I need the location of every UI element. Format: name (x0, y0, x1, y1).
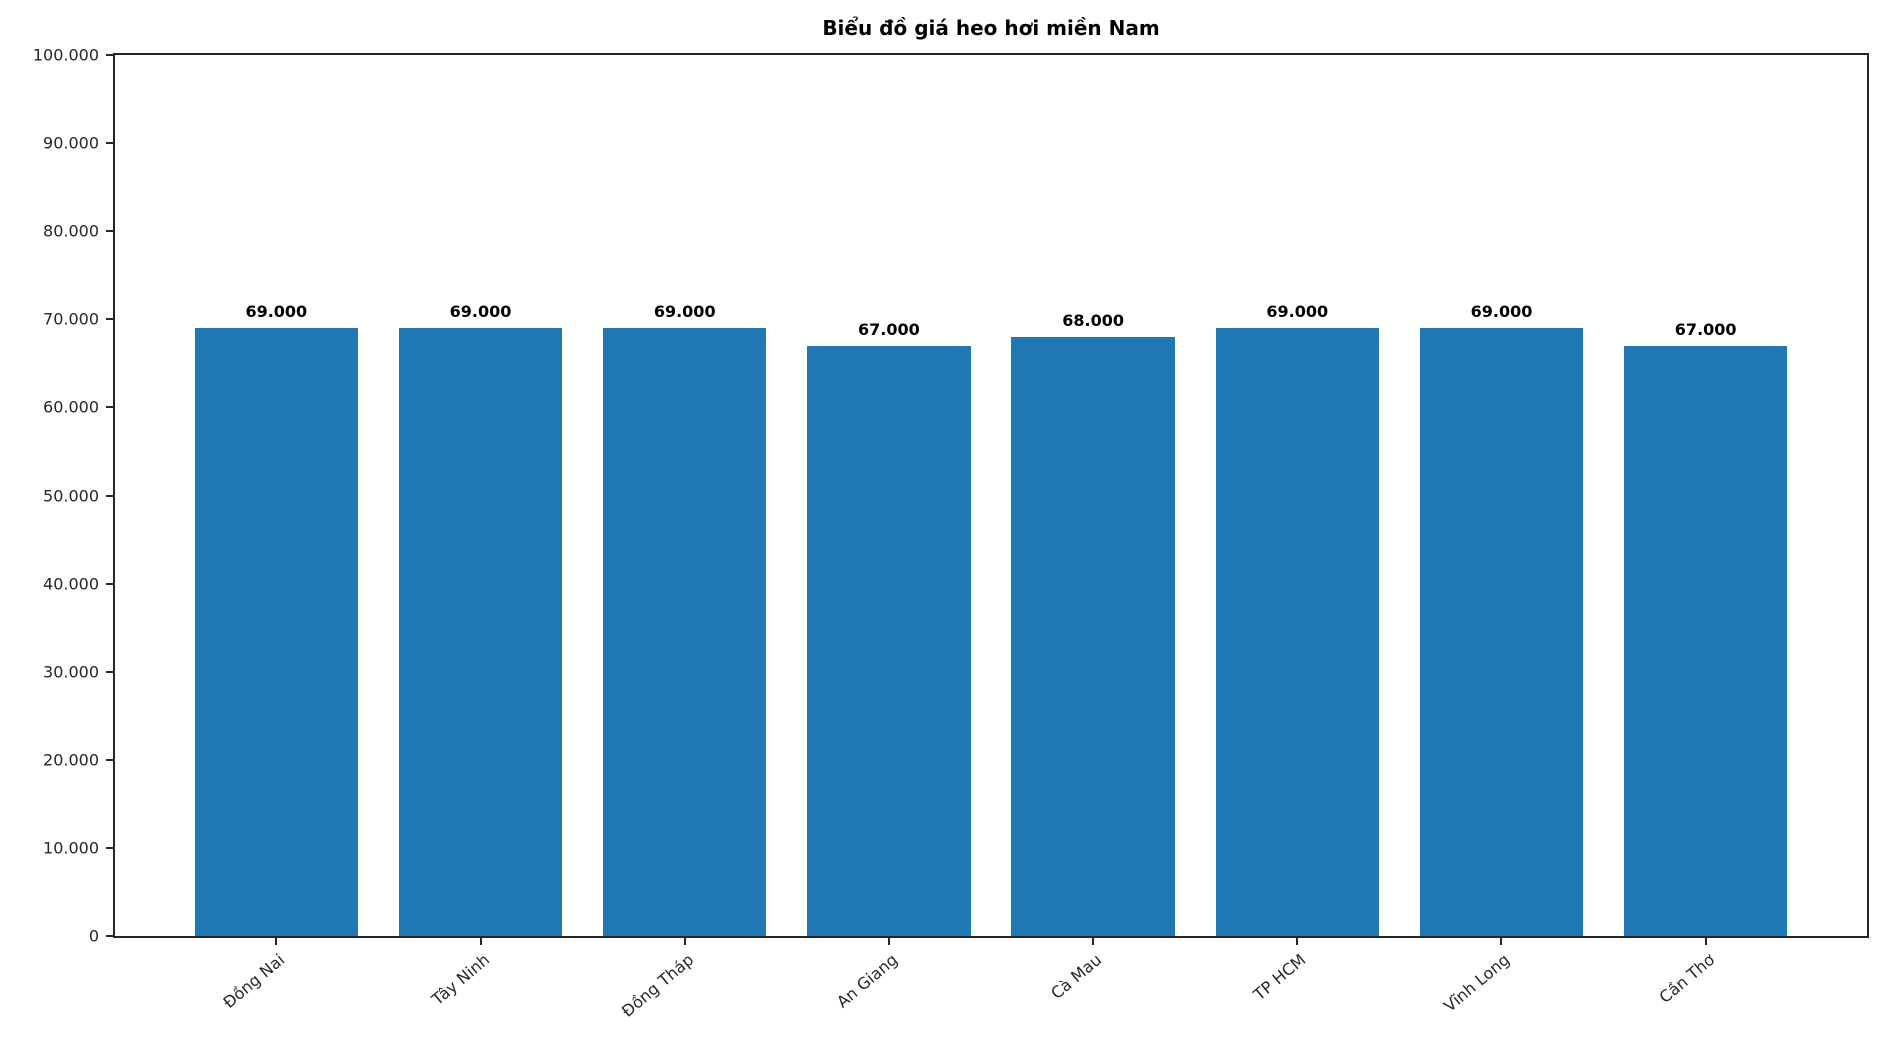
y-tick-mark (106, 846, 115, 849)
bar (1011, 336, 1175, 936)
y-tick-mark (106, 54, 115, 56)
bar (194, 328, 358, 936)
x-tick-label: Đồng Nai (219, 950, 289, 1012)
y-tick-label: 10.000 (43, 838, 99, 858)
bar (1215, 328, 1379, 936)
y-tick-mark (106, 582, 115, 585)
bar-value-label: 69.000 (1470, 302, 1533, 322)
x-tick-mark (887, 936, 890, 945)
x-tick-label: TP HCM (1250, 950, 1310, 1005)
bar-value-label: 69.000 (245, 302, 308, 322)
x-tick-mark (479, 936, 482, 945)
bar-value-label: 69.000 (1266, 302, 1329, 322)
chart-title: Biểu đồ giá heo hơi miền Nam (822, 16, 1160, 40)
y-tick-label: 20.000 (43, 750, 99, 770)
bar (1419, 328, 1584, 936)
x-tick-mark (1704, 936, 1707, 945)
y-tick-label: 60.000 (43, 397, 99, 417)
y-tick-mark (106, 230, 115, 233)
plot-area: 0 10.000 20.000 30.000 40.000 50.000 60.000 70.… (33, 46, 1869, 1021)
x-tick-label: Cần Thơ (1655, 950, 1718, 1007)
y-tick-mark (106, 142, 115, 145)
bar-value-label: 68.000 (1062, 310, 1124, 330)
x-tick-label: Vĩnh Long (1440, 950, 1514, 1016)
bar-value-label: 67.000 (858, 319, 920, 339)
x-tick-mark (275, 936, 278, 945)
x-tick-mark (1296, 936, 1299, 945)
y-tick-mark (106, 935, 115, 937)
y-tick-label: 70.000 (43, 309, 99, 329)
bar (1624, 345, 1788, 936)
y-tick-label: 30.000 (43, 662, 99, 682)
bar (807, 345, 971, 936)
y-tick-label: 100.000 (32, 45, 99, 65)
y-tick-label: 50.000 (43, 486, 99, 505)
x-tick-mark (1092, 936, 1095, 945)
x-tick-label: Cà Mau (1047, 950, 1106, 1004)
y-tick-label: 40.000 (43, 574, 99, 594)
x-tick-label: Đồng Tháp (617, 950, 697, 1021)
bar-value-label: 67.000 (1674, 319, 1737, 339)
y-tick-label: 0 (88, 926, 99, 946)
bar-value-label: 69.000 (449, 302, 512, 322)
y-tick-label: 90.000 (43, 133, 99, 153)
y-tick-mark (106, 318, 115, 321)
bar (603, 328, 767, 936)
y-tick-label: 80.000 (43, 221, 99, 241)
bar (398, 328, 563, 936)
x-tick-mark (1500, 936, 1503, 945)
y-tick-mark (106, 670, 115, 673)
x-tick-mark (683, 936, 686, 945)
x-tick-label: An Giang (832, 950, 902, 1012)
bar-value-label: 69.000 (653, 302, 716, 322)
y-tick-mark (106, 406, 115, 409)
y-tick-mark (106, 758, 115, 761)
y-tick-mark (106, 494, 115, 497)
x-tick-label: Tây Ninh (427, 950, 493, 1009)
